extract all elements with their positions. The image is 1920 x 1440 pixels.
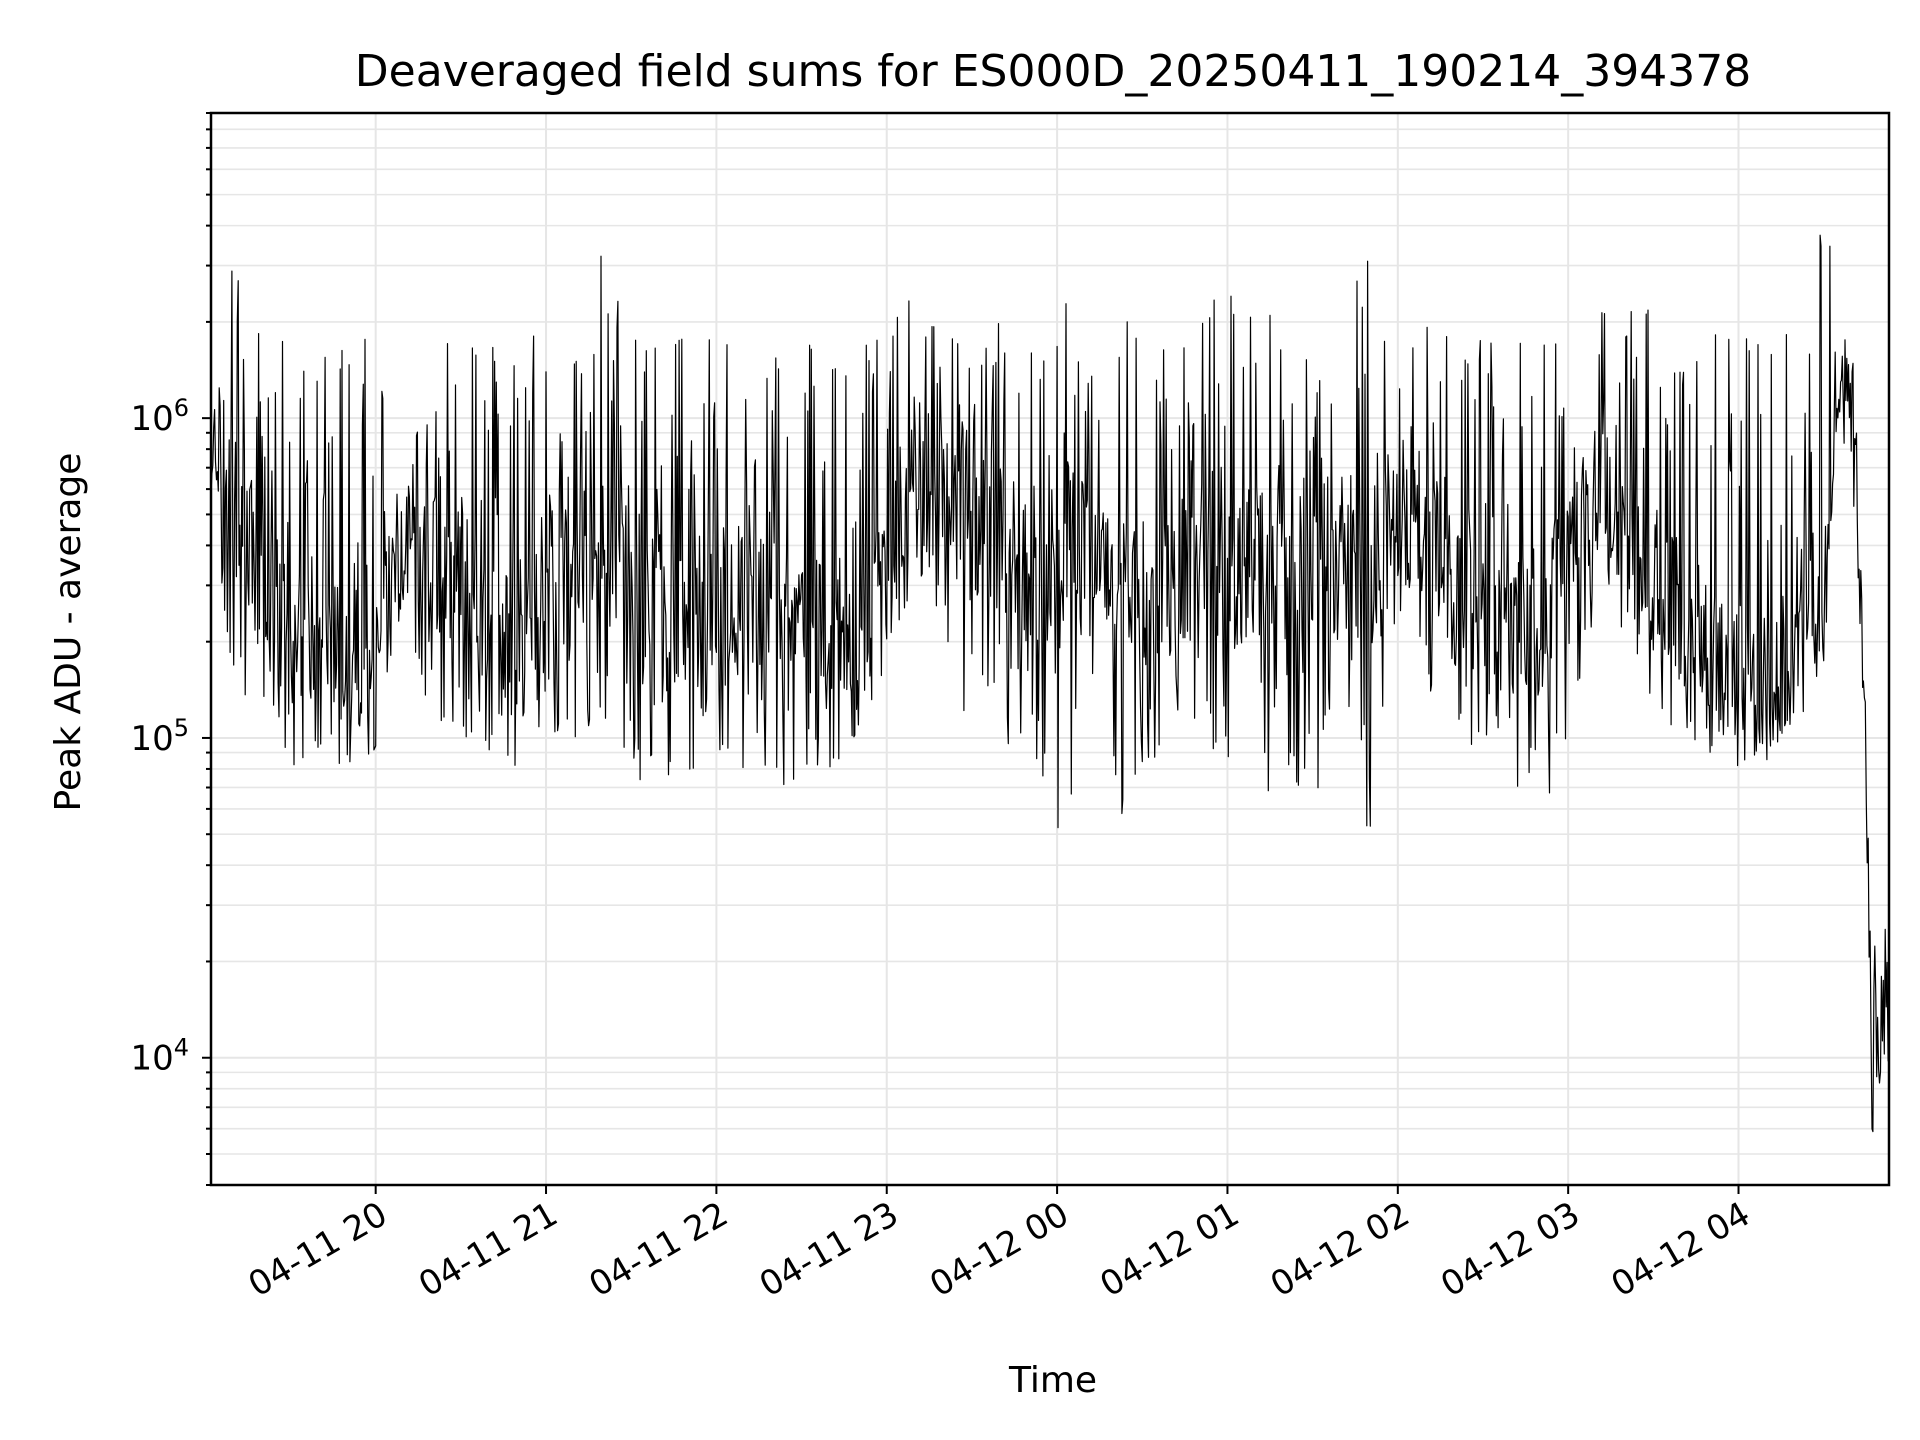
data-series	[210, 234, 1890, 1133]
y-tick-exponent: 5	[174, 714, 189, 742]
y-tick-base: 10	[130, 719, 173, 759]
plot-frame	[209, 111, 1891, 1187]
y-tick-label: 105	[130, 714, 189, 759]
grid	[211, 112, 1889, 1186]
y-tick-label: 106	[130, 394, 189, 439]
y-tick-exponent: 4	[174, 1034, 189, 1062]
chart-title: Deaveraged field sums for ES000D_2025041…	[355, 46, 1751, 97]
x-axis-label: Time	[1008, 1360, 1097, 1401]
series-line	[210, 234, 1890, 1133]
y-tick-base: 10	[130, 1039, 173, 1079]
y-tick-exponent: 6	[174, 394, 189, 422]
y-tick-base: 10	[130, 399, 173, 439]
y-axis-label: Peak ADU - average	[48, 453, 89, 812]
y-tick-label: 104	[130, 1034, 189, 1079]
